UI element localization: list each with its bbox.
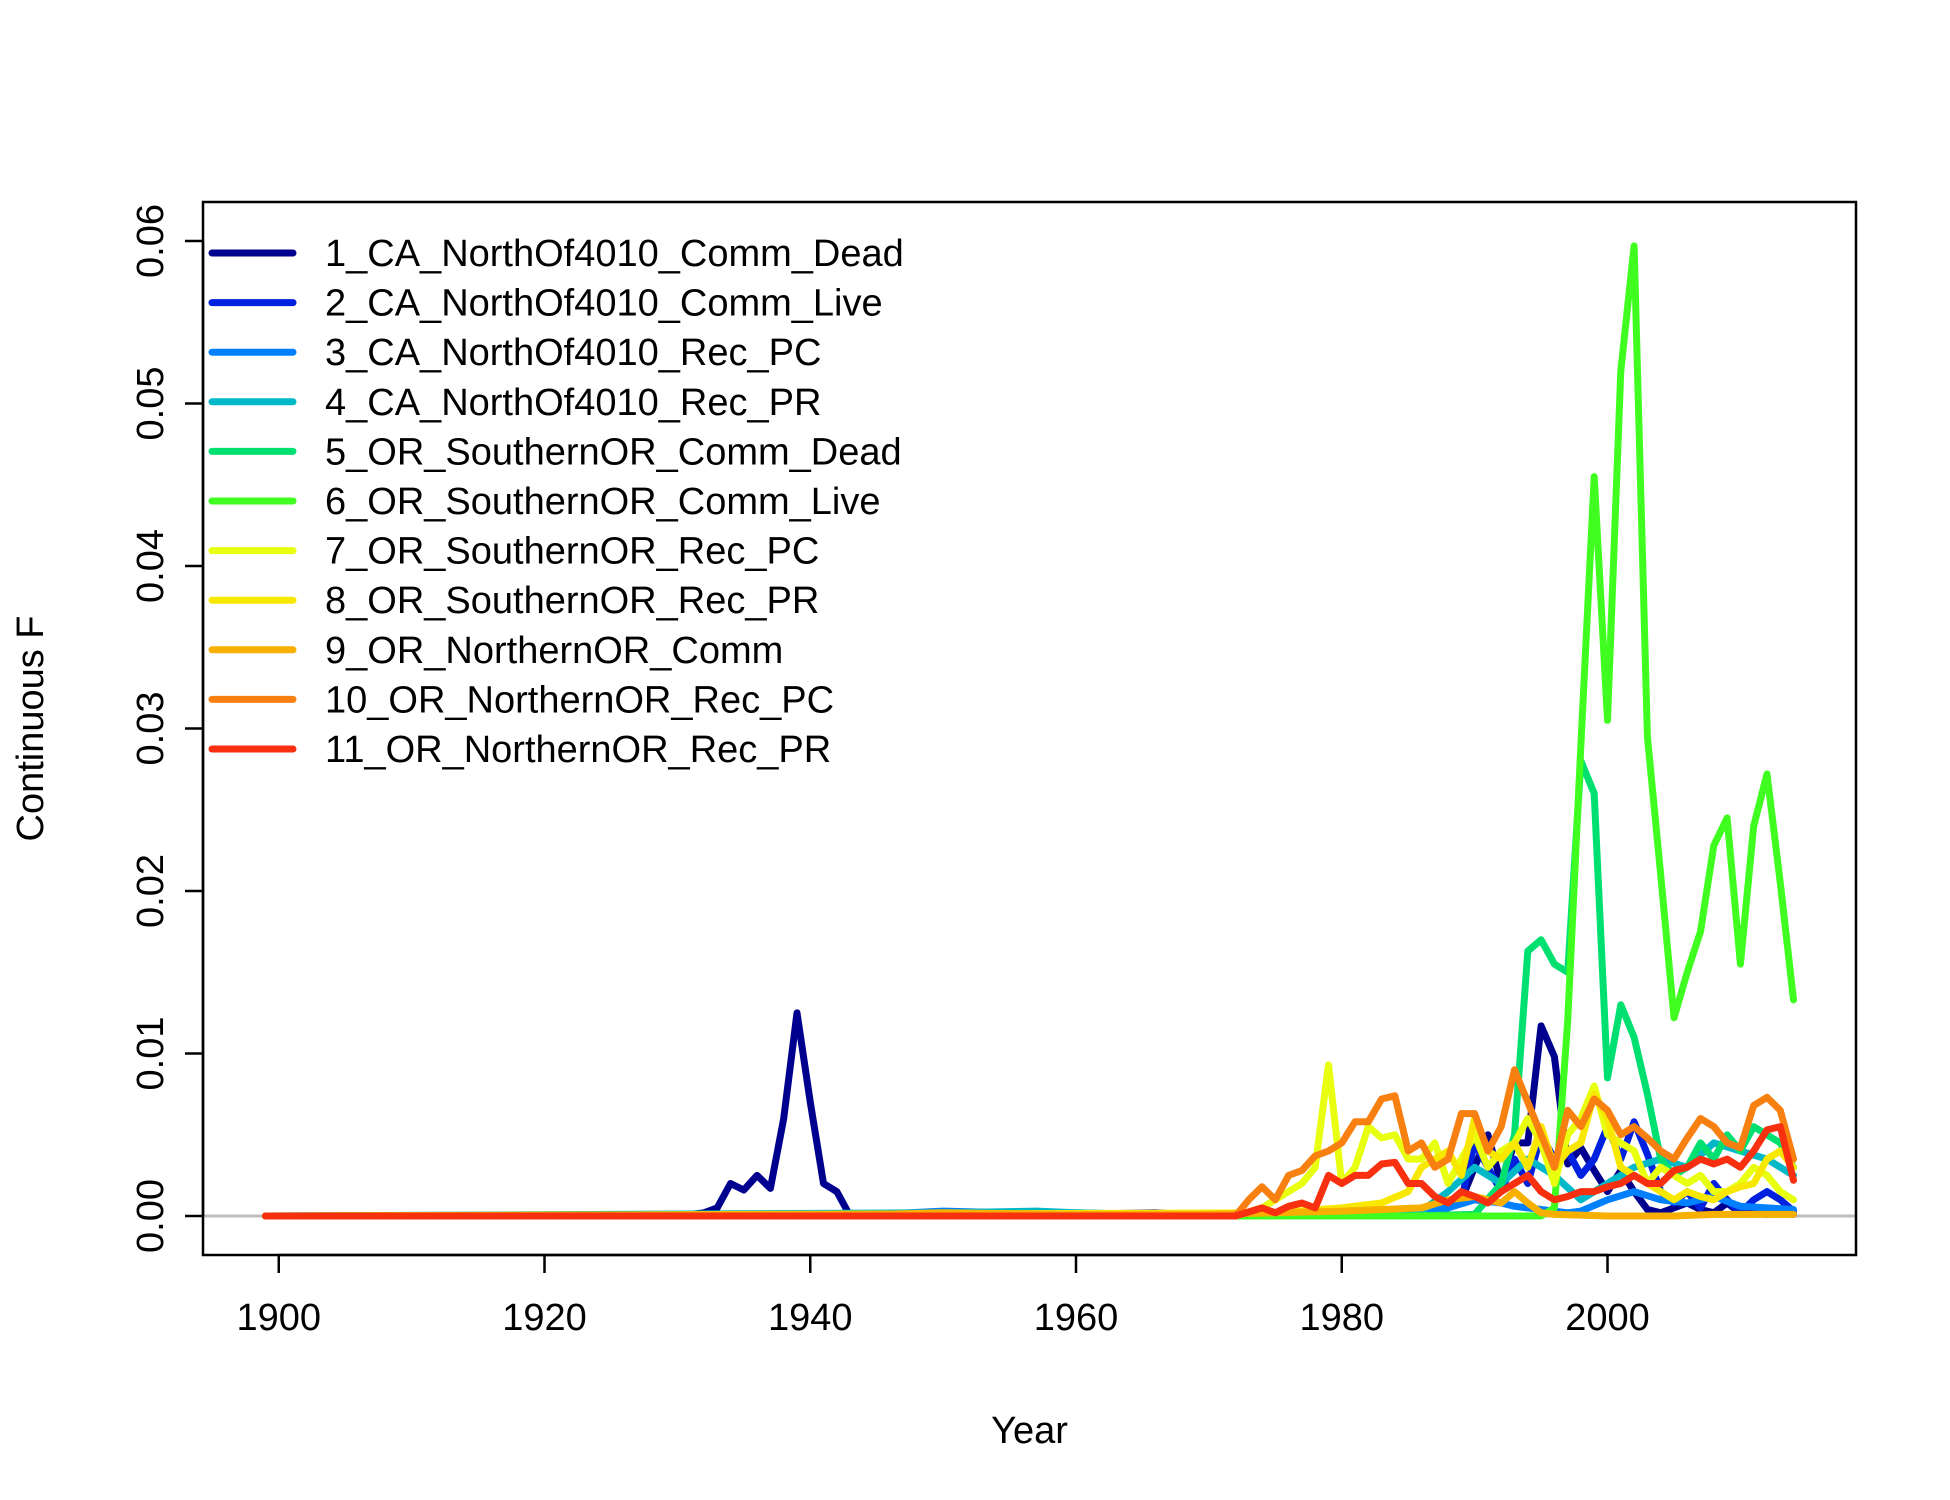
y-tick-label: 0.06	[130, 204, 172, 278]
series-line-6	[262, 242, 1797, 1220]
x-tick-label: 2000	[1565, 1297, 1650, 1339]
legend-label: 8_OR_SouthernOR_Rec_PR	[325, 580, 819, 622]
y-tick-label: 0.04	[130, 529, 172, 603]
x-tick-label: 1940	[768, 1297, 853, 1339]
legend-label: 3_CA_NorthOf4010_Rec_PC	[325, 332, 821, 374]
legend-label: 5_OR_SouthernOR_Comm_Dead	[325, 431, 902, 473]
legend-label: 4_CA_NorthOf4010_Rec_PR	[325, 382, 821, 424]
legend-label: 2_CA_NorthOf4010_Comm_Live	[325, 283, 883, 325]
legend-label: 6_OR_SouthernOR_Comm_Live	[325, 481, 881, 523]
x-tick-label: 1980	[1299, 1297, 1384, 1339]
x-axis: 1900 1920 1940 1960 1980 2000	[236, 1253, 1650, 1339]
y-axis: 0.00 0.01 0.02 0.03 0.04 0.05 0.06	[130, 204, 205, 1253]
series-line-7	[262, 1061, 1797, 1220]
y-tick-label: 0.01	[130, 1017, 172, 1091]
x-axis-title: Year	[991, 1410, 1068, 1452]
y-tick-label: 0.05	[130, 367, 172, 441]
legend-label: 10_OR_NorthernOR_Rec_PC	[325, 679, 834, 721]
series-line-11	[262, 1123, 1797, 1220]
series-layer	[262, 242, 1797, 1220]
x-tick-label: 1920	[502, 1297, 587, 1339]
legend-label: 11_OR_NorthernOR_Rec_PR	[325, 729, 831, 771]
legend: 1_CA_NorthOf4010_Comm_Dead 2_CA_NorthOf40…	[208, 233, 904, 771]
y-axis-title: Continuous F	[10, 615, 52, 841]
y-tick-label: 0.02	[130, 854, 172, 928]
legend-label: 1_CA_NorthOf4010_Comm_Dead	[325, 233, 904, 275]
legend-label: 7_OR_SouthernOR_Rec_PC	[325, 531, 819, 573]
x-tick-label: 1960	[1034, 1297, 1119, 1339]
y-tick-label: 0.00	[130, 1179, 172, 1253]
legend-label: 9_OR_NorthernOR_Comm	[325, 630, 783, 672]
x-tick-label: 1900	[236, 1297, 321, 1339]
series-line-10	[262, 1066, 1797, 1220]
y-tick-label: 0.03	[130, 692, 172, 766]
